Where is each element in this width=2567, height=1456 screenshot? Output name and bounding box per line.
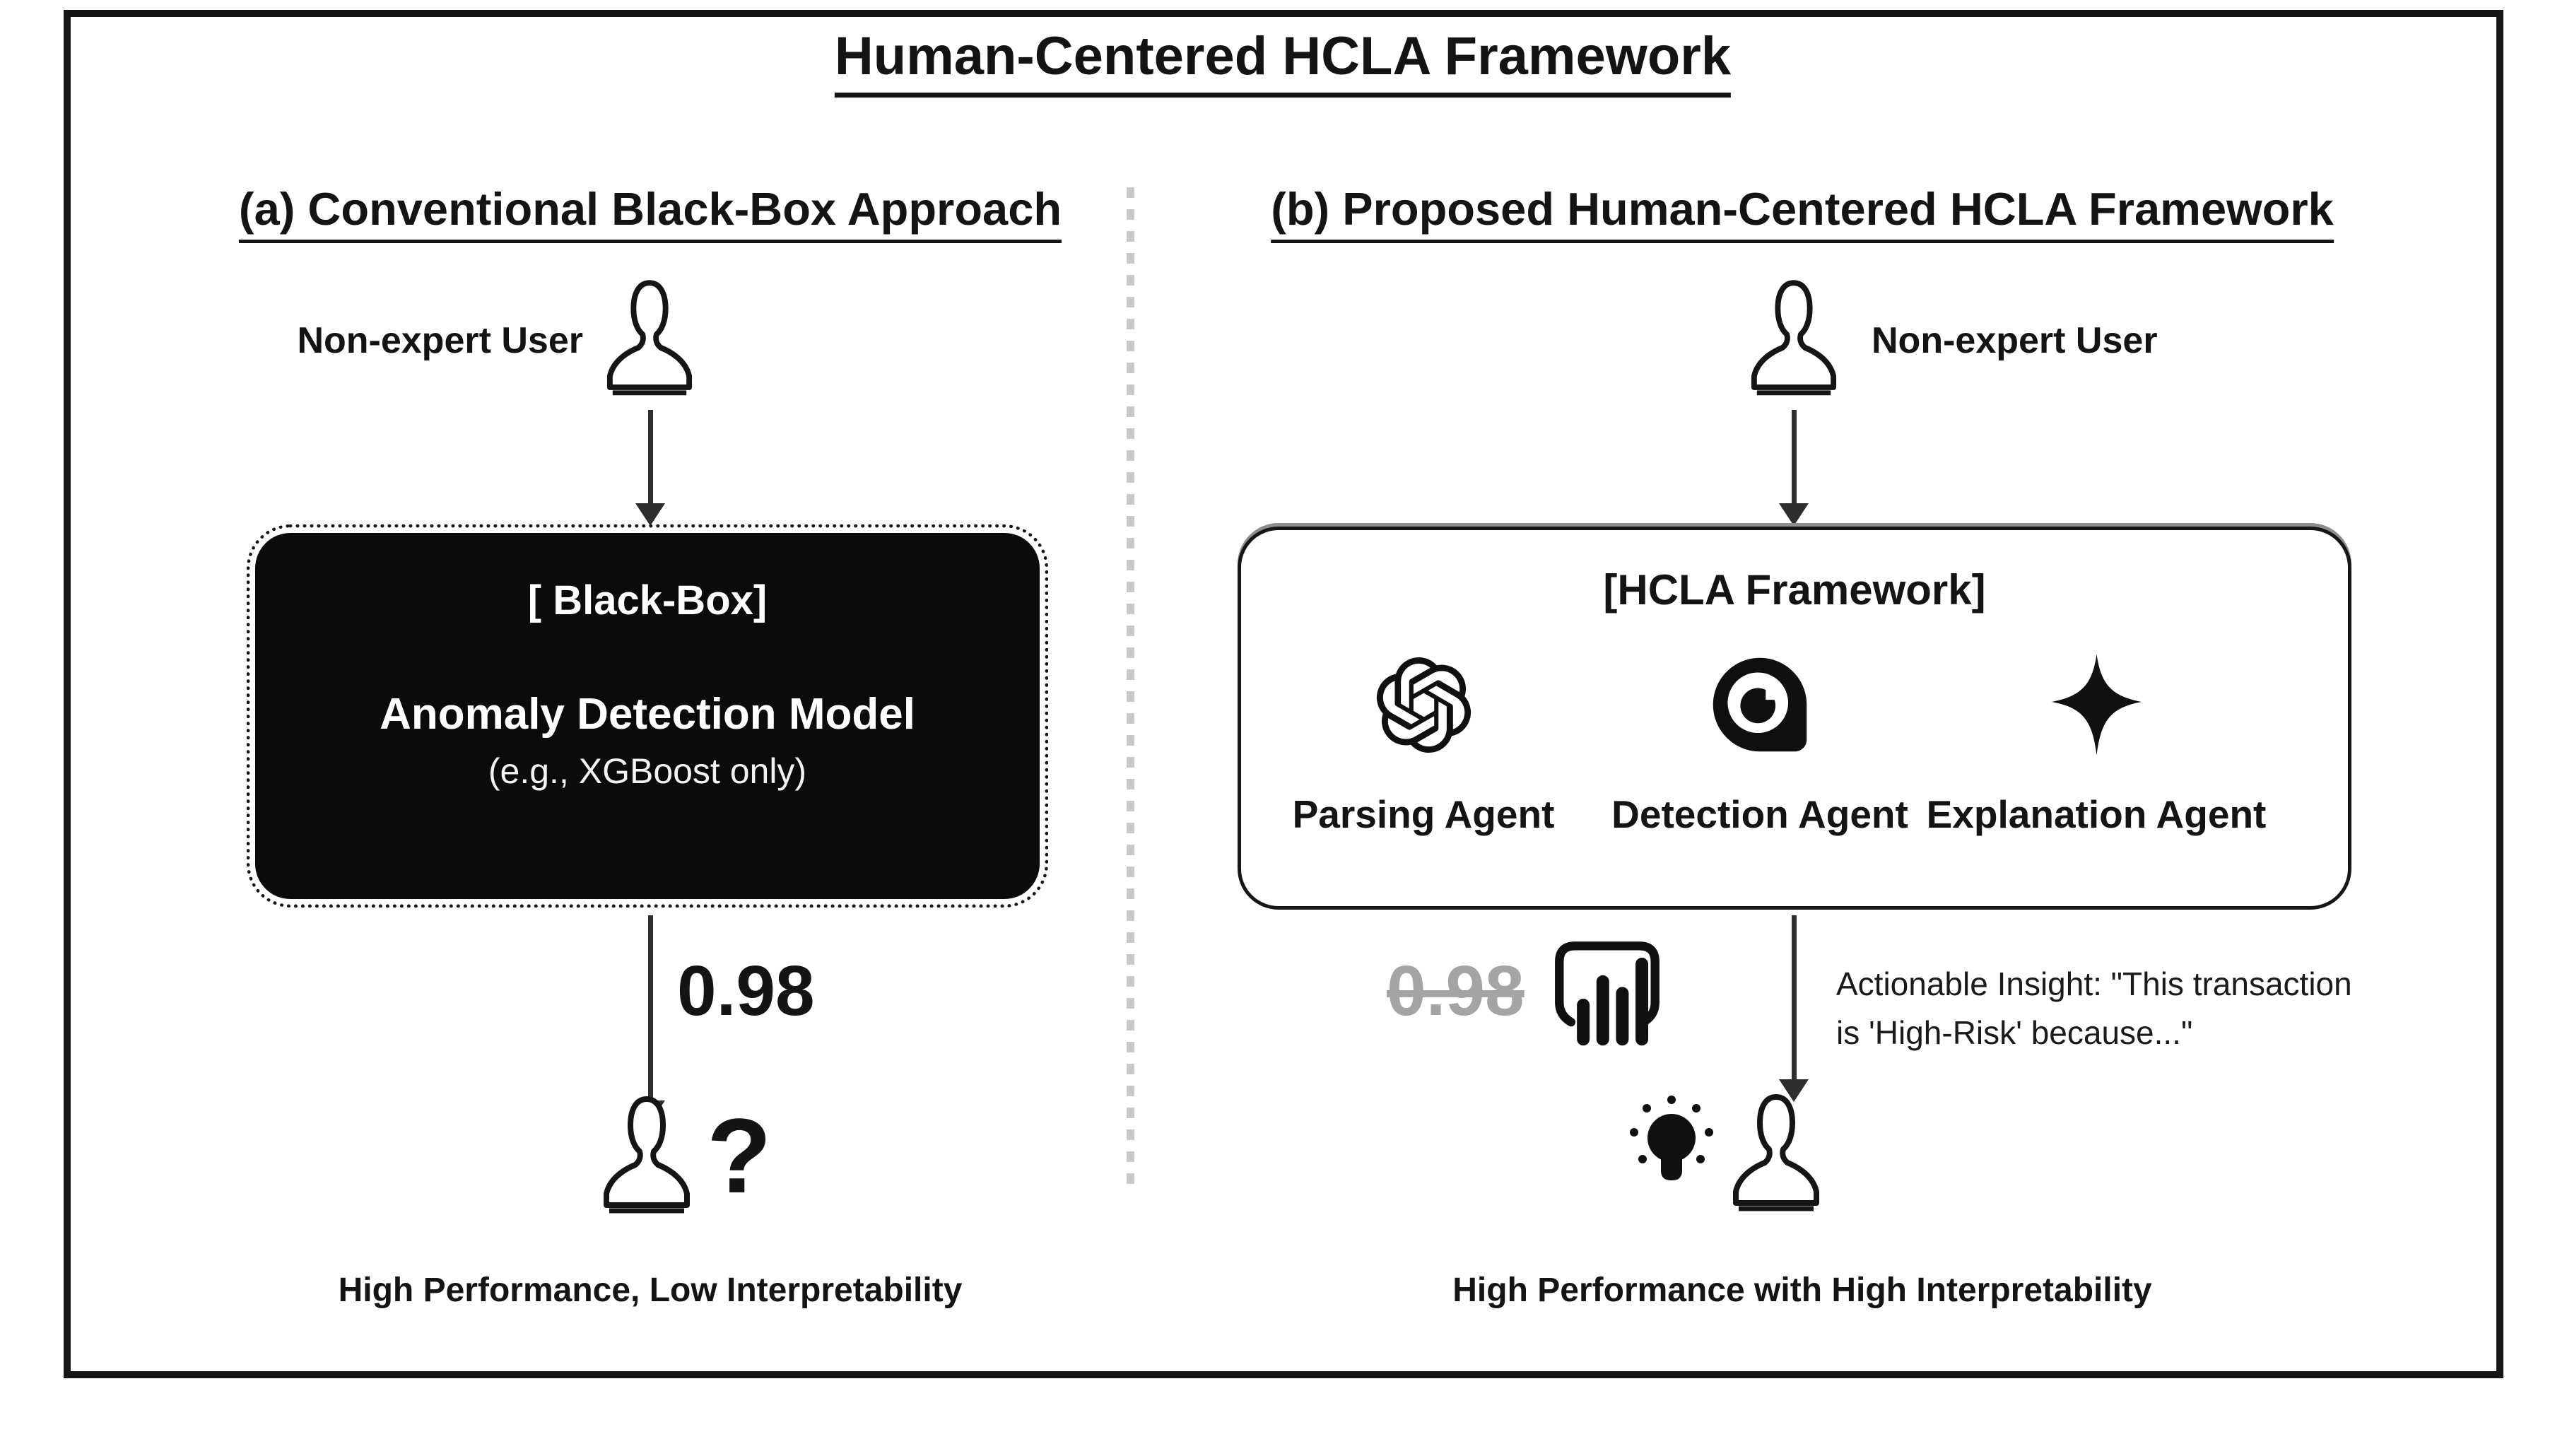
hcla-box-tag: [HCLA Framework] — [1603, 566, 1986, 613]
person-icon — [601, 1092, 693, 1219]
score-value: 0.98 — [677, 951, 815, 1031]
openai-logo-icon — [1376, 652, 1472, 758]
panel-b-heading: (b) Proposed Human-Centered HCLA Framewo… — [1271, 182, 2334, 243]
power-bi-icon — [1553, 940, 1661, 1052]
insight-line-2: is 'High-Risk' because..." — [1836, 1014, 2193, 1051]
panel-b-caption: High Performance with High Interpretabil… — [1452, 1272, 2152, 1309]
panel-b-user-label: Non-expert User — [1872, 320, 2158, 361]
black-box-subtitle: (e.g., XGBoost only) — [488, 751, 807, 791]
score-strikethrough: 0.98 — [1387, 951, 1525, 1031]
agent-label: Parsing Agent — [1292, 792, 1555, 836]
panel-a-heading: (a) Conventional Black-Box Approach — [238, 182, 1062, 243]
black-box-tag: [ Black-Box] — [527, 577, 768, 623]
agent-explanation: Explanation Agent — [1913, 652, 2280, 837]
arrow-down-icon — [635, 410, 665, 526]
panel-a-user-label: Non-expert User — [297, 320, 583, 361]
person-icon — [1730, 1090, 1822, 1217]
agent-detection: Detection Agent — [1576, 652, 1944, 837]
person-icon — [604, 276, 695, 401]
agent-label: Explanation Agent — [1926, 792, 2267, 836]
arrow-down-icon — [1779, 915, 1809, 1102]
person-icon — [1749, 276, 1839, 401]
panel-divider — [1127, 187, 1134, 1191]
actionable-insight-text: Actionable Insight: "This transaction is… — [1836, 960, 2352, 1057]
eye-logo-icon — [1710, 652, 1809, 758]
figure-title: Human-Centered HCLA Framework — [834, 25, 1732, 98]
agent-label: Detection Agent — [1611, 792, 1908, 836]
sparkle-icon — [2049, 652, 2144, 758]
black-box: [ Black-Box] Anomaly Detection Model (e.… — [247, 524, 1048, 908]
panel-a-caption: High Performance, Low Interpretability — [338, 1272, 963, 1309]
arrow-down-icon — [1779, 410, 1809, 526]
insight-line-1: Actionable Insight: "This transaction — [1836, 965, 2352, 1002]
lightbulb-icon — [1626, 1094, 1717, 1207]
black-box-title: Anomaly Detection Model — [380, 690, 915, 739]
agent-parsing: Parsing Agent — [1240, 652, 1607, 837]
question-mark: ? — [707, 1096, 772, 1215]
